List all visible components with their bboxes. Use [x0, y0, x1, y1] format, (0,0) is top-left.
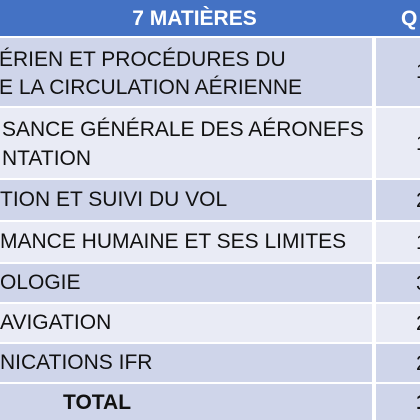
subject-cell: OLOGIE: [0, 264, 372, 302]
count-value: 2: [416, 352, 420, 376]
subject-cell: TION ET SUIVI DU VOL: [0, 180, 372, 220]
count-value: 1: [416, 132, 420, 156]
subject-line: NTATION: [2, 147, 92, 170]
count-cell: 1: [374, 38, 420, 106]
subject-line: ÉRIEN ET PROCÉDURES DU: [0, 48, 286, 71]
total-row: TOTAL 1: [0, 384, 420, 420]
table-header: 7 MATIÈRES Q: [0, 0, 420, 38]
count-cell: 2: [374, 304, 420, 342]
subject-cell: SANCE GÉNÉRALE DES AÉRONEFS NTATION: [0, 108, 372, 178]
total-value: 1: [416, 389, 420, 417]
table-row: TION ET SUIVI DU VOL 2: [0, 180, 420, 222]
subject-cell: MANCE HUMAINE ET SES LIMITES: [0, 222, 372, 262]
subject-line: E LA CIRCULATION AÉRIENNE: [0, 76, 303, 99]
subject-cell: AVIGATION: [0, 304, 372, 342]
count-cell: 3: [374, 264, 420, 302]
count-value: 2: [416, 312, 420, 336]
subject-line: SANCE GÉNÉRALE DES AÉRONEFS: [2, 118, 364, 141]
subject-line: OLOGIE: [0, 271, 81, 294]
table-row: ÉRIEN ET PROCÉDURES DU E LA CIRCULATION …: [0, 38, 420, 108]
subject-line: MANCE HUMAINE ET SES LIMITES: [0, 230, 347, 253]
subject-line: TION ET SUIVI DU VOL: [0, 188, 228, 211]
subject-cell: NICATIONS IFR: [0, 344, 372, 382]
count-cell: 1: [374, 222, 420, 262]
subject-line: AVIGATION: [0, 311, 112, 334]
count-column-header: Q: [401, 7, 418, 30]
subject-line: NICATIONS IFR: [0, 351, 153, 374]
table-row: OLOGIE 3: [0, 264, 420, 304]
subjects-column-header: 7 MATIÈRES: [132, 7, 257, 30]
table-row: AVIGATION 2: [0, 304, 420, 344]
table-row: MANCE HUMAINE ET SES LIMITES 1: [0, 222, 420, 264]
count-value: 3: [416, 272, 420, 296]
total-value-cell: 1: [374, 384, 420, 420]
subject-cell: ÉRIEN ET PROCÉDURES DU E LA CIRCULATION …: [0, 38, 372, 106]
table-row: SANCE GÉNÉRALE DES AÉRONEFS NTATION 1: [0, 108, 420, 180]
count-cell: 2: [374, 180, 420, 220]
total-label-cell: TOTAL: [0, 384, 372, 420]
count-value: 1: [416, 60, 420, 84]
table-row: NICATIONS IFR 2: [0, 344, 420, 384]
total-label: TOTAL: [63, 391, 132, 414]
count-value: 2: [416, 189, 420, 213]
count-cell: 2: [374, 344, 420, 382]
count-cell: 1: [374, 108, 420, 178]
count-value: 1: [416, 231, 420, 255]
